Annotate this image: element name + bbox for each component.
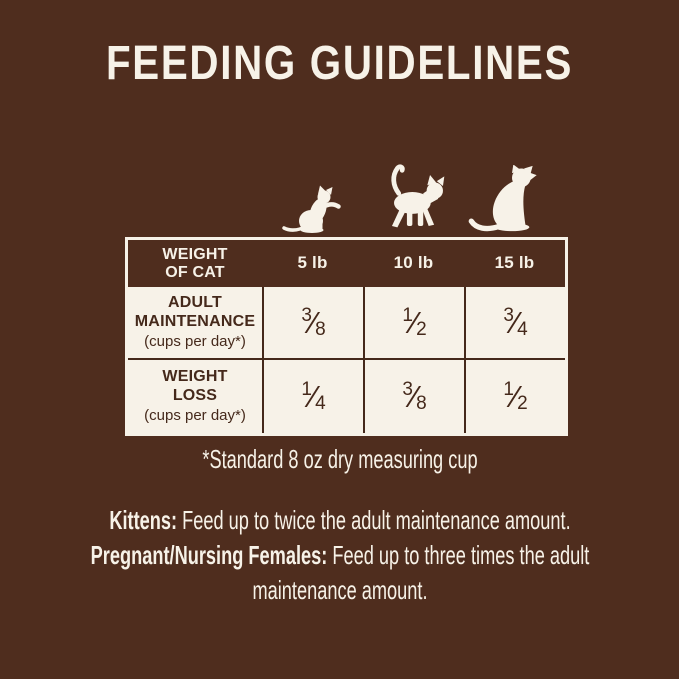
header-weight-of-cat: WEIGHT OF CAT [162,245,228,281]
kitten-icon [282,184,346,234]
table-row-weight-loss: WEIGHT LOSS (cups per day*) 1 ⁄ 4 3 ⁄ 8 1 ⁄ 2 [128,358,565,433]
cell-loss-5lb: 1 ⁄ 4 [262,358,363,433]
cell-loss-10lb: 3 ⁄ 8 [363,358,464,433]
note-kittens: Kittens: Feed up to twice the adult main… [109,505,571,535]
feeding-table-header: WEIGHT OF CAT 5 lb 10 lb 15 lb [128,240,565,287]
note-pregnant-nursing: Pregnant/Nursing Females: Feed up to thr… [90,540,590,570]
header-5lb: 5 lb [297,253,328,273]
header-15lb: 15 lb [494,253,535,273]
large-cat-icon [468,165,548,232]
feeding-notes: Kittens: Feed up to twice the adult main… [25,503,655,608]
table-row-adult-maintenance: ADULT MAINTENANCE (cups per day*) 3 ⁄ 8 1 ⁄… [128,287,565,358]
row-label: ADULT MAINTENANCE (cups per day*) [134,294,256,350]
cell-adult-10lb: 1 ⁄ 2 [363,287,464,358]
page-title: FEEDING GUIDELINES [105,37,574,90]
cell-adult-15lb: 3 ⁄ 4 [464,287,565,358]
cell-loss-15lb: 1 ⁄ 2 [464,358,565,433]
note-continuation: maintenance amount. [252,575,428,605]
feeding-table: WEIGHT OF CAT 5 lb 10 lb 15 lb ADULT MAI… [125,237,568,436]
measuring-cup-footnote: *Standard 8 oz dry measuring cup [202,444,478,474]
header-10lb: 10 lb [393,253,434,273]
row-label: WEIGHT LOSS (cups per day*) [128,358,262,433]
adult-cat-icon [377,163,445,232]
cell-adult-5lb: 3 ⁄ 8 [262,287,363,358]
